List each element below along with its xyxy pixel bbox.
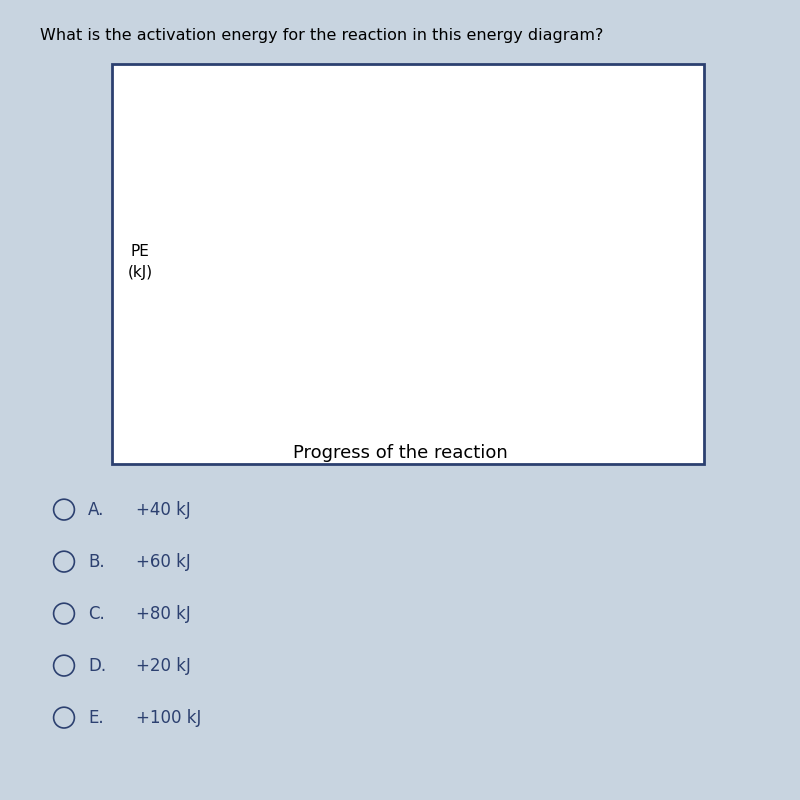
Text: (kJ): (kJ) [127,265,153,279]
Text: C+D: C+D [561,354,594,370]
Text: Progress of the reaction: Progress of the reaction [293,444,507,462]
Text: +100 kJ: +100 kJ [136,709,202,726]
Text: A.: A. [88,501,104,518]
Text: B.: B. [88,553,105,570]
Text: A + B: A + B [242,288,282,303]
Text: PE: PE [130,245,150,259]
Text: E.: E. [88,709,104,726]
Text: +80 kJ: +80 kJ [136,605,190,622]
Text: What is the activation energy for the reaction in this energy diagram?: What is the activation energy for the re… [40,28,603,43]
Text: D.: D. [88,657,106,674]
Text: C.: C. [88,605,105,622]
Text: +40 kJ: +40 kJ [136,501,190,518]
Text: +60 kJ: +60 kJ [136,553,190,570]
Text: +20 kJ: +20 kJ [136,657,191,674]
